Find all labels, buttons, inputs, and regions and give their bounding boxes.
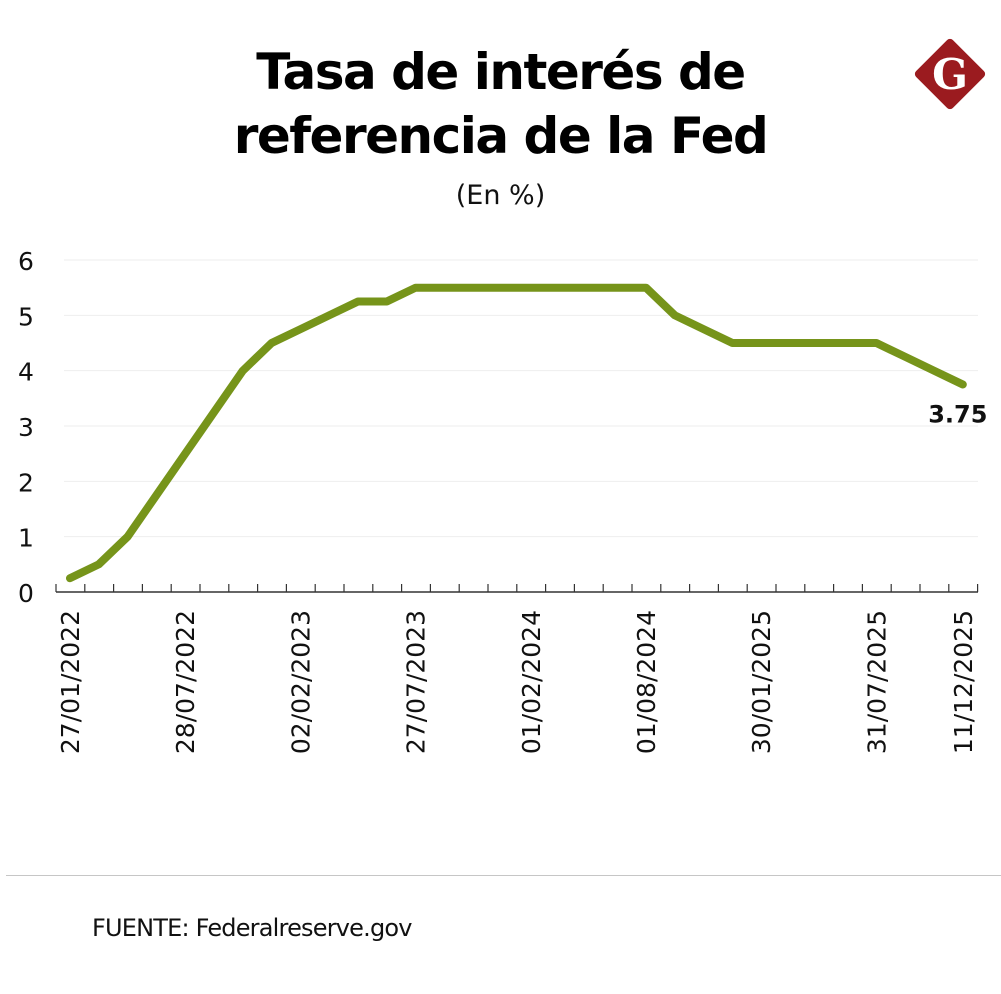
y-tick-label: 0 bbox=[18, 579, 34, 608]
x-tick-label: 27/07/2023 bbox=[402, 610, 431, 754]
chart-title: Tasa de interés de referencia de la Fed bbox=[0, 40, 1001, 168]
y-tick-label: 6 bbox=[18, 247, 34, 276]
source-note: FUENTE: Federalreserve.gov bbox=[92, 914, 413, 942]
gridlines bbox=[64, 259, 978, 538]
x-axis bbox=[55, 584, 979, 593]
chart-subtitle: (En %) bbox=[455, 180, 546, 211]
logo-letter: G bbox=[932, 50, 968, 99]
y-tick-label: 1 bbox=[18, 524, 34, 553]
x-axis-labels: 27/01/2022 28/07/2022 02/02/2023 27/07/2023… bbox=[56, 610, 978, 754]
x-tick-label: 27/01/2022 bbox=[56, 610, 85, 754]
y-tick-label: 4 bbox=[18, 358, 34, 387]
x-tick-label: 28/07/2022 bbox=[171, 610, 200, 754]
y-axis-labels: 0 1 2 3 4 5 6 bbox=[18, 247, 34, 608]
x-tick-label: 02/02/2023 bbox=[286, 610, 315, 754]
x-tick-label: 01/08/2024 bbox=[632, 610, 661, 754]
line-chart: 0 1 2 3 4 5 6 3.75 27/01/2022 28/07/2022 02/02/2… bbox=[18, 247, 987, 754]
x-tick-label: 11/12/2025 bbox=[949, 610, 978, 754]
x-tick-label: 30/01/2025 bbox=[747, 610, 776, 754]
chart-title-line-1: Tasa de interés de bbox=[256, 43, 746, 101]
footer-divider bbox=[6, 875, 1001, 876]
y-tick-label: 3 bbox=[18, 413, 34, 442]
y-tick-label: 5 bbox=[18, 302, 34, 331]
rate-line bbox=[66, 283, 967, 583]
chart-title-line-2: referencia de la Fed bbox=[233, 107, 769, 165]
end-value-label: 3.75 bbox=[928, 401, 987, 429]
x-tick-label: 01/02/2024 bbox=[517, 610, 546, 754]
y-tick-label: 2 bbox=[18, 468, 34, 497]
diamond-g-logo-icon: G bbox=[914, 38, 986, 110]
x-tick-label: 31/07/2025 bbox=[862, 610, 891, 754]
